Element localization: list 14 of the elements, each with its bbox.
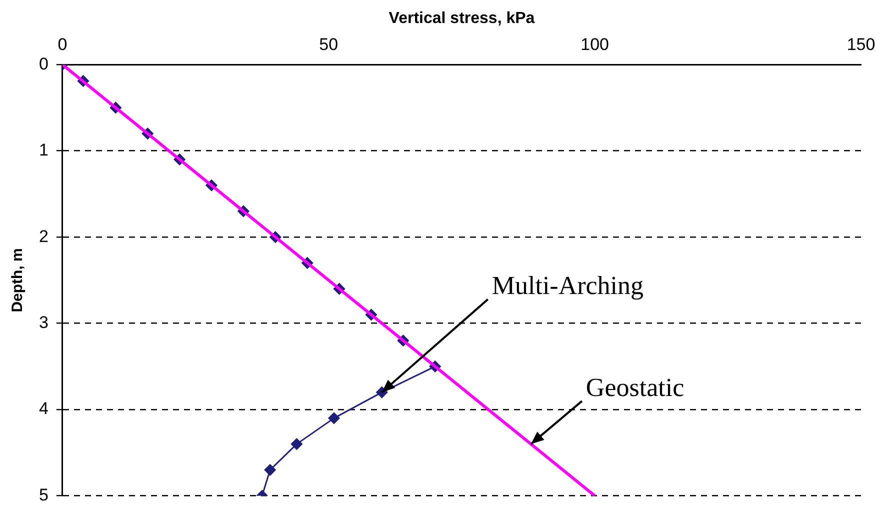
y-axis-title: Depth, m (9, 248, 26, 312)
y-tick-label: 3 (38, 313, 48, 332)
x-tick-label: 100 (580, 35, 610, 54)
x-tick-label: 50 (319, 35, 338, 54)
annotation: Geostatic (586, 372, 684, 402)
y-tick-label: 2 (38, 226, 48, 246)
x-axis-title: Vertical stress, kPa (388, 10, 535, 28)
y-tick-label: 0 (38, 54, 48, 74)
y-tick-label: 1 (38, 140, 48, 160)
annotation: Multi-Arching (492, 271, 644, 300)
x-tick-label: 0 (58, 35, 68, 54)
x-tick-label: 150 (846, 35, 876, 54)
y-tick-label: 5 (38, 485, 48, 504)
y-tick-label: 4 (38, 399, 48, 418)
